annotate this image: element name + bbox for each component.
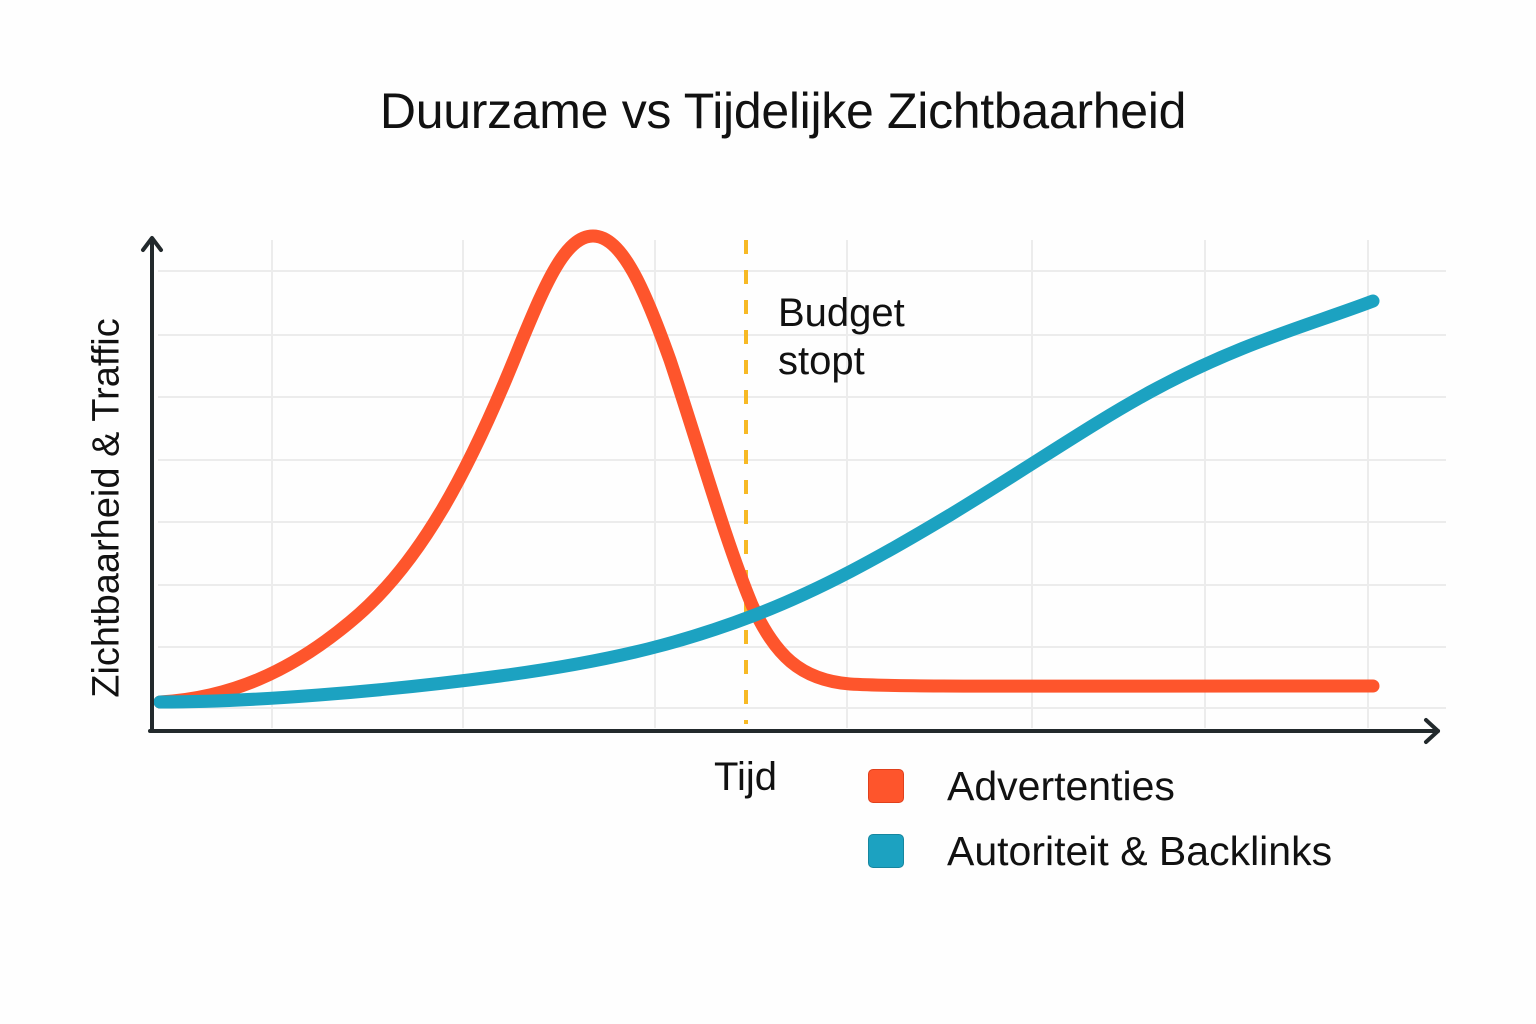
annotation-line-2: stopt [778,339,865,383]
legend-item-autoriteit: Autoriteit & Backlinks [868,827,1333,874]
axes [141,236,1440,744]
x-axis-label: Tijd [714,755,777,799]
y-axis-arrow-icon [141,236,163,252]
series-autoriteit-line [153,294,1380,709]
legend-item-advertenties: Advertenties [868,762,1332,809]
series-advertenties-line [153,229,1380,709]
chart-title: Duurzame vs Tijdelijke Zichtbaarheid [379,83,1187,139]
legend-label: Advertenties [947,762,1175,809]
annotation-line-1: Budget [778,291,905,335]
swatch-autoriteit-icon [868,834,904,868]
swatch-advertenties-icon [868,769,904,803]
budget-stop-annotation: Budget stopt [778,289,905,385]
legend: Advertenties Autoriteit & Backlinks [868,762,1333,894]
legend-label: Autoriteit & Backlinks [947,827,1333,874]
y-axis-label: Zichtbaarheid & Traffic [85,318,128,698]
x-axis-arrow-icon [1424,718,1440,744]
